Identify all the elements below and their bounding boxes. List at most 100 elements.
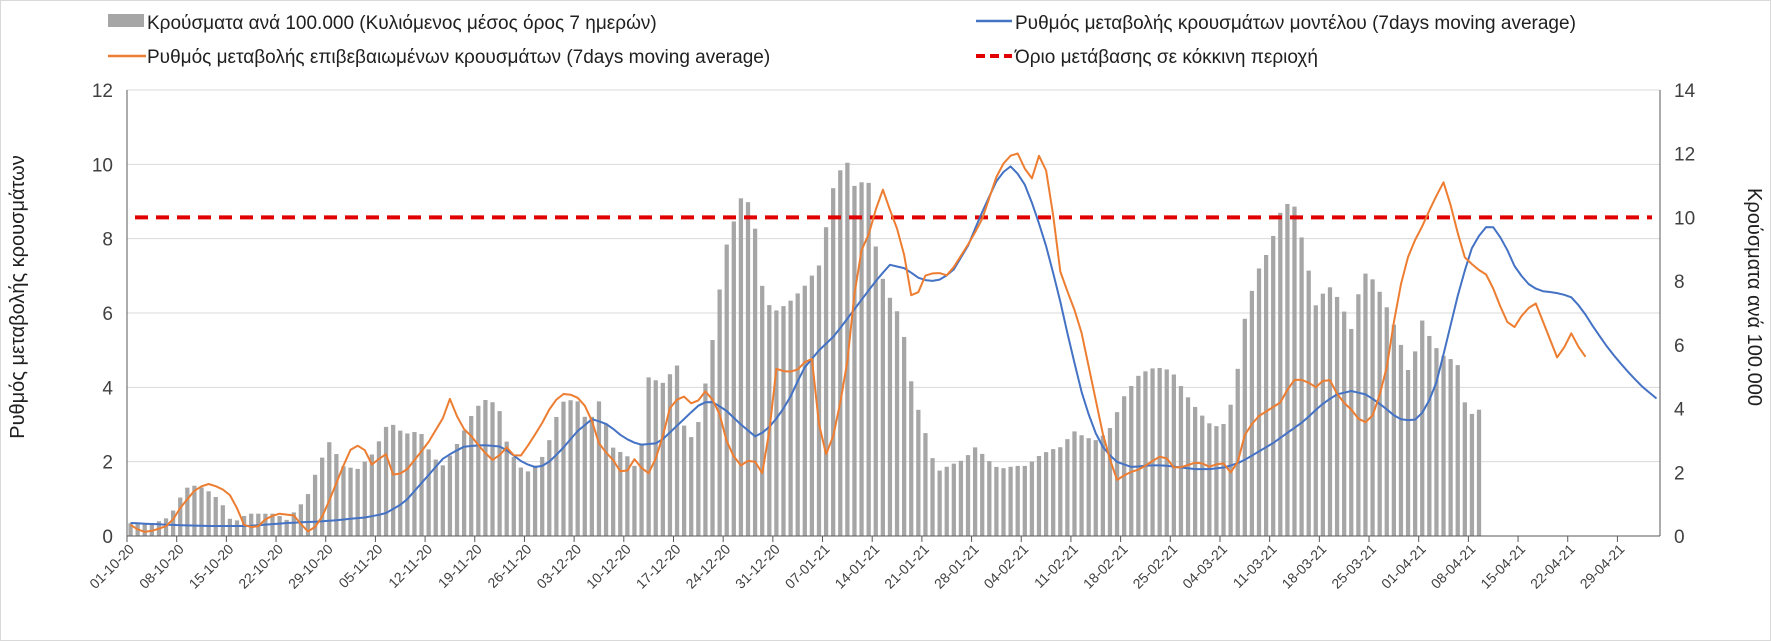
bar	[1114, 412, 1120, 536]
bar	[504, 441, 509, 536]
bar	[845, 162, 850, 536]
bar	[405, 433, 410, 536]
bar	[312, 474, 318, 536]
bar	[980, 453, 985, 536]
y-right-tick-label: 10	[1674, 208, 1695, 229]
bar	[348, 467, 353, 536]
bar	[710, 340, 715, 536]
bar	[1221, 423, 1226, 536]
bar	[909, 381, 914, 536]
bar	[305, 494, 311, 536]
bar	[376, 441, 382, 536]
bar	[234, 520, 240, 536]
bar	[561, 401, 566, 536]
legend: Κρούσματα ανά 100.000 (Κυλιόμενος μέσος …	[108, 13, 1576, 68]
y-left-tick-label: 0	[102, 527, 113, 548]
bar	[1150, 368, 1155, 536]
y-right-tick-label: 12	[1674, 145, 1695, 166]
bar	[320, 457, 325, 536]
bar	[227, 518, 233, 536]
bar	[1327, 287, 1333, 536]
bar	[1306, 270, 1311, 536]
bar	[972, 447, 978, 536]
y-right-tick-label: 8	[1674, 272, 1685, 293]
bar	[1036, 455, 1042, 536]
bar	[1122, 396, 1127, 536]
bar	[852, 185, 857, 536]
bar	[682, 425, 687, 536]
bar	[1271, 235, 1276, 536]
legend-label-model: Ρυθμός μεταβολής κρουσμάτων μοντέλου (7d…	[1015, 13, 1576, 34]
bar	[1001, 468, 1006, 536]
bar	[497, 411, 502, 536]
bar	[660, 382, 665, 536]
y-left-tick-label: 6	[102, 304, 113, 325]
bar	[192, 485, 197, 536]
y-left-tick-label: 8	[102, 230, 113, 251]
bar	[433, 459, 438, 536]
bar	[568, 400, 573, 536]
y-left-tick-label: 10	[92, 155, 113, 176]
bar	[802, 285, 807, 536]
bar	[745, 202, 751, 537]
bar	[1157, 367, 1162, 536]
bar	[277, 516, 282, 536]
y-left-tick-label: 12	[92, 81, 113, 102]
bar	[469, 415, 474, 536]
bar	[1214, 426, 1219, 536]
y-right-tick-label: 14	[1674, 81, 1696, 102]
bar	[1029, 461, 1035, 536]
bar	[1448, 359, 1453, 536]
bar	[532, 465, 538, 536]
bar	[618, 451, 623, 536]
bar	[1476, 409, 1482, 536]
bar	[696, 422, 701, 536]
bar	[213, 497, 218, 536]
bar	[632, 465, 637, 536]
bar	[483, 399, 488, 536]
bar	[206, 491, 211, 536]
bar	[341, 466, 346, 536]
y-right-tick-label: 4	[1674, 400, 1685, 421]
bar	[731, 221, 736, 536]
line-series	[129, 152, 1658, 533]
bar	[476, 405, 481, 536]
bar	[220, 505, 225, 536]
bar	[894, 311, 900, 536]
bar	[887, 297, 893, 536]
bar	[965, 455, 971, 536]
y-right-tick-label: 2	[1674, 463, 1685, 484]
bar	[171, 510, 176, 536]
gridlines	[127, 89, 1660, 537]
y-axis-right-title: Κρούσματα ανά 100.000	[1743, 188, 1765, 406]
bar	[603, 423, 609, 536]
bar	[398, 430, 403, 536]
bar	[1249, 290, 1255, 536]
bar	[951, 463, 956, 536]
bar	[724, 244, 729, 537]
bar	[1164, 369, 1169, 536]
bar	[944, 466, 949, 536]
y-right-tick-label: 0	[1674, 527, 1685, 548]
bar	[1313, 305, 1318, 536]
bar	[788, 300, 793, 536]
bar	[1342, 311, 1347, 536]
bar	[859, 182, 864, 536]
bar	[958, 460, 964, 536]
bar	[1292, 206, 1297, 537]
bar	[355, 468, 360, 536]
bar	[327, 442, 332, 536]
y-right-tick-label: 6	[1674, 336, 1685, 357]
bar	[547, 440, 552, 536]
legend-label-confirmed: Ρυθμός μεταβολής επιβεβαιωμένων κρουσμάτ…	[147, 47, 770, 68]
bar	[1178, 386, 1184, 536]
bar	[298, 504, 304, 536]
bar	[596, 401, 602, 536]
bar	[1384, 307, 1389, 536]
bar	[916, 409, 921, 536]
bar	[1065, 439, 1070, 536]
bar	[1136, 375, 1141, 536]
